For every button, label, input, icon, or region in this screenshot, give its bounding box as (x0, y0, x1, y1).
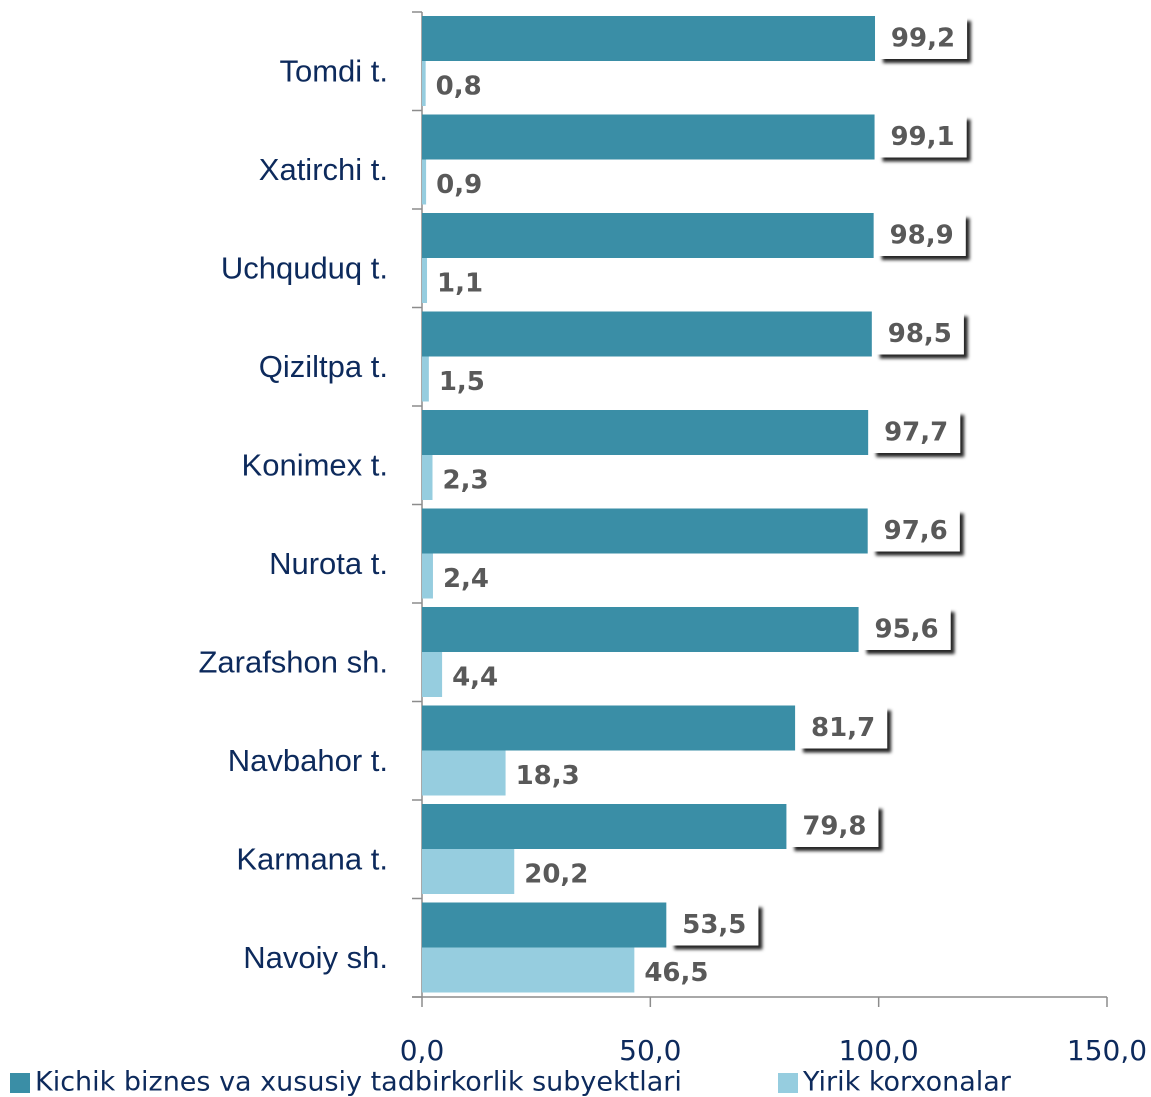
category-label: Karmana t. (236, 841, 388, 876)
bar (422, 947, 635, 993)
value-label: 98,5 (888, 319, 952, 349)
bar (422, 159, 427, 205)
legend-label: Kichik biznes va xususiy tadbirkorlik su… (35, 1067, 682, 1097)
value-label: 53,5 (682, 910, 746, 940)
bar (422, 902, 667, 948)
value-label: 95,6 (874, 615, 938, 645)
legend-label: Yirik korxonalar (802, 1067, 1012, 1097)
category-label: Navbahor t. (228, 743, 388, 778)
bar (422, 258, 428, 303)
bar (422, 114, 875, 160)
bar (422, 804, 787, 849)
value-label: 81,7 (811, 713, 875, 743)
value-label: 97,7 (884, 418, 948, 448)
category-label: Konimex t. (242, 447, 388, 482)
category-label: Xatirchi t. (259, 152, 388, 187)
value-label: 1,5 (439, 367, 485, 397)
category-label: Qiziltpa t. (259, 349, 388, 384)
value-label: 98,9 (890, 221, 954, 251)
value-label: 20,2 (524, 860, 588, 890)
value-label-box (878, 115, 967, 158)
category-label: Tomdi t. (279, 53, 388, 88)
x-tick-label: 100,0 (839, 1034, 919, 1067)
value-label: 46,5 (644, 958, 708, 988)
value-label-box (871, 509, 960, 552)
bar (422, 705, 796, 751)
category-label: Zarafshon sh. (198, 644, 388, 679)
value-label-box (875, 312, 964, 355)
bar (422, 213, 874, 258)
bar (422, 61, 426, 106)
bar (422, 652, 443, 697)
x-tick-label: 50,0 (619, 1034, 681, 1067)
bar (422, 16, 876, 61)
x-tick-label: 0,0 (400, 1034, 445, 1067)
value-label: 2,4 (443, 564, 489, 594)
bar (422, 508, 868, 554)
legend-swatch (10, 1073, 30, 1093)
value-label-box (872, 411, 961, 453)
bar (422, 750, 506, 796)
value-label: 99,2 (891, 24, 955, 54)
bar (422, 553, 433, 599)
bar (422, 607, 859, 652)
value-label: 99,1 (890, 122, 954, 152)
category-label: Uchquduq t. (221, 250, 388, 285)
bar (422, 311, 872, 357)
category-label: Nurota t. (269, 546, 388, 581)
value-label: 4,4 (452, 663, 498, 693)
x-tick-label: 150,0 (1067, 1034, 1147, 1067)
bar (422, 356, 429, 402)
bar (422, 455, 433, 500)
value-label: 1,1 (437, 269, 483, 299)
category-label: Navoiy sh. (243, 940, 388, 975)
value-label-box (799, 706, 888, 749)
legend-swatch (778, 1073, 798, 1093)
bar (422, 849, 515, 894)
value-label-box (790, 805, 879, 847)
bar (422, 410, 869, 455)
value-label: 97,6 (884, 516, 948, 546)
value-label-box (670, 903, 759, 946)
value-label: 2,3 (443, 466, 489, 496)
value-label: 0,8 (436, 72, 482, 102)
value-label-box (879, 17, 968, 59)
value-label: 0,9 (436, 170, 482, 200)
value-label: 79,8 (802, 812, 866, 842)
value-label: 18,3 (516, 761, 580, 791)
value-label-box (862, 608, 951, 650)
value-label-box (877, 214, 966, 256)
